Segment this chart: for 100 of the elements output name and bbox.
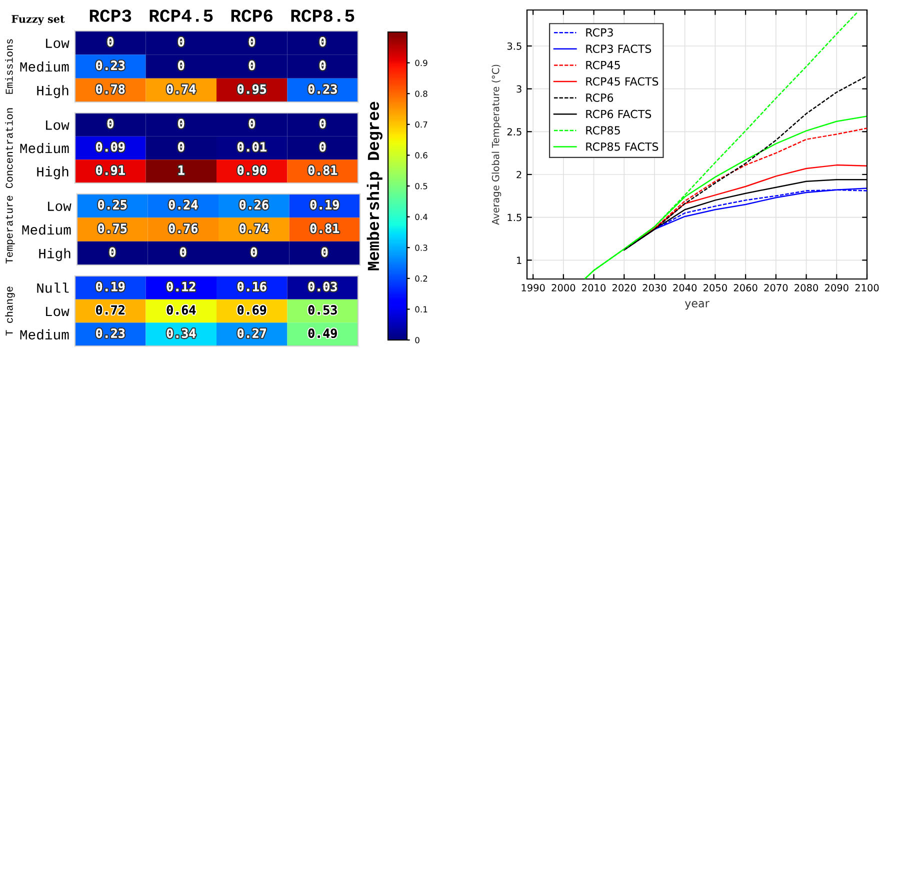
y-tick-label: 3 [516, 85, 522, 93]
y-tick-label: 3.5 [507, 42, 522, 50]
data-label: 0 [107, 37, 114, 46]
data-label: 0.24 [168, 200, 198, 210]
color-bar-label: 0.5 [415, 182, 428, 190]
data-label: 0.49 [308, 328, 337, 338]
data-label: 0 [178, 142, 184, 152]
color-bar-label: 0.1 [415, 306, 428, 312]
y-tick-label: Medium [20, 329, 69, 340]
color-bar-label: 0.8 [415, 90, 428, 97]
x-tick-label: 2060 [734, 284, 758, 292]
data-label: 0 [180, 247, 186, 257]
data-label: 0.91 [96, 166, 125, 176]
color-bar-label: 0.9 [415, 60, 428, 66]
y-tick-label: Medium [20, 61, 69, 72]
data-label: 0 [322, 247, 328, 257]
y-axis-title: Emissions [5, 39, 13, 94]
data-label: 0.03 [308, 282, 337, 292]
x-tick-label: RCP6 [231, 10, 273, 22]
y-tick-label: High [37, 85, 68, 98]
y-tick-label: High [37, 166, 68, 180]
color-bar-label: 0.6 [415, 152, 428, 158]
data-label: 0.90 [238, 166, 266, 176]
data-label: 0.26 [240, 200, 268, 210]
data-label: 0 [248, 118, 255, 128]
color-bar-label: 0.3 [415, 244, 428, 251]
y-tick-label: Null [37, 282, 69, 293]
legend-label: RCP85 FACTS [586, 142, 658, 151]
data-label: 0 [320, 118, 326, 128]
x-tick-label: 2010 [582, 284, 606, 292]
y-tick-label: Medium [20, 142, 69, 154]
y-axis-title: Temperature [6, 196, 15, 264]
data-label: 0 [320, 37, 326, 46]
line-series [654, 189, 867, 230]
data-label: 0.75 [98, 224, 127, 234]
legend-label: RCP85 [586, 126, 620, 135]
data-label: 0.23 [96, 60, 125, 70]
data-label: 0.23 [96, 328, 125, 338]
data-label: 0.01 [238, 142, 266, 152]
data-label: 0.78 [96, 84, 125, 94]
y-tick-label: 2.5 [507, 128, 522, 136]
data-label: 0.34 [166, 328, 196, 338]
legend-label: RCP6 [586, 94, 614, 102]
data-label: 1 [178, 166, 184, 175]
data-label: 0 [248, 60, 255, 70]
y-tick-label: 1.5 [508, 214, 522, 222]
x-tick-label: 2100 [855, 284, 879, 292]
y-tick-label: 2 [516, 170, 522, 178]
x-tick-label: 2090 [824, 284, 848, 292]
data-label: 0.19 [96, 282, 125, 292]
data-label: 0 [109, 247, 116, 257]
color-bar-label: 0.4 [415, 214, 428, 220]
text: Fuzzy set [12, 15, 65, 26]
x-tick-label: 2000 [552, 284, 576, 292]
data-label: 0.81 [308, 166, 338, 175]
x-tick-label: 2020 [612, 284, 636, 292]
data-label: 0.27 [238, 328, 266, 338]
data-label: 0 [178, 60, 184, 70]
data-label: 0.81 [310, 224, 340, 234]
data-label: 0 [178, 37, 184, 46]
x-tick-label: 1990 [522, 284, 545, 292]
y-tick-label: Low [46, 38, 70, 48]
data-label: 0.53 [308, 305, 337, 315]
x-tick-label: 2050 [704, 284, 727, 292]
data-label: 0.72 [96, 305, 124, 315]
x-tick-label: 2070 [764, 284, 788, 292]
data-label: 0.95 [238, 84, 266, 94]
data-label: 0.74 [240, 224, 268, 234]
data-label: 0.16 [238, 282, 266, 292]
data-label: 0.12 [166, 282, 196, 292]
color-bar-label: 0.7 [415, 121, 428, 128]
legend-label: RCP45 [586, 60, 620, 70]
y-tick-label: Low [48, 202, 72, 212]
legend-label: RCP6 FACTS [586, 110, 652, 118]
y-tick-label: Medium [22, 224, 71, 235]
y-axis-title: Average Global Temperature (°C) [492, 64, 502, 225]
data-label: 0.19 [310, 200, 339, 210]
x-tick-label: 2030 [642, 284, 666, 292]
x-tick-label: 2040 [673, 284, 697, 292]
y-tick-label: Low [46, 120, 70, 130]
data-label: 0 [320, 60, 326, 70]
legend-label: RCP45 FACTS [586, 77, 658, 86]
data-label: 0.69 [238, 305, 266, 315]
x-tick-label: RCP8.5 [291, 10, 354, 22]
data-label: 0.09 [96, 142, 125, 152]
data-label: 0 [250, 247, 257, 257]
y-axis-title: Concentration [5, 108, 13, 188]
data-label: 0.74 [166, 84, 196, 94]
legend-label: RCP3 FACTS [586, 44, 652, 53]
y-tick-label: 1 [517, 256, 522, 264]
color-bar-title: Membership Degree [366, 102, 382, 270]
data-label: 0 [107, 118, 114, 128]
y-tick-label: High [39, 248, 70, 262]
data-label: 0.25 [98, 200, 127, 210]
data-label: 0 [248, 37, 255, 46]
x-axis-title: year [684, 301, 710, 310]
y-tick-label: Low [46, 306, 70, 316]
x-tick-label: RCP3 [90, 10, 132, 22]
color-bar-label: 0.2 [415, 275, 428, 282]
data-label: 0.76 [168, 224, 198, 234]
